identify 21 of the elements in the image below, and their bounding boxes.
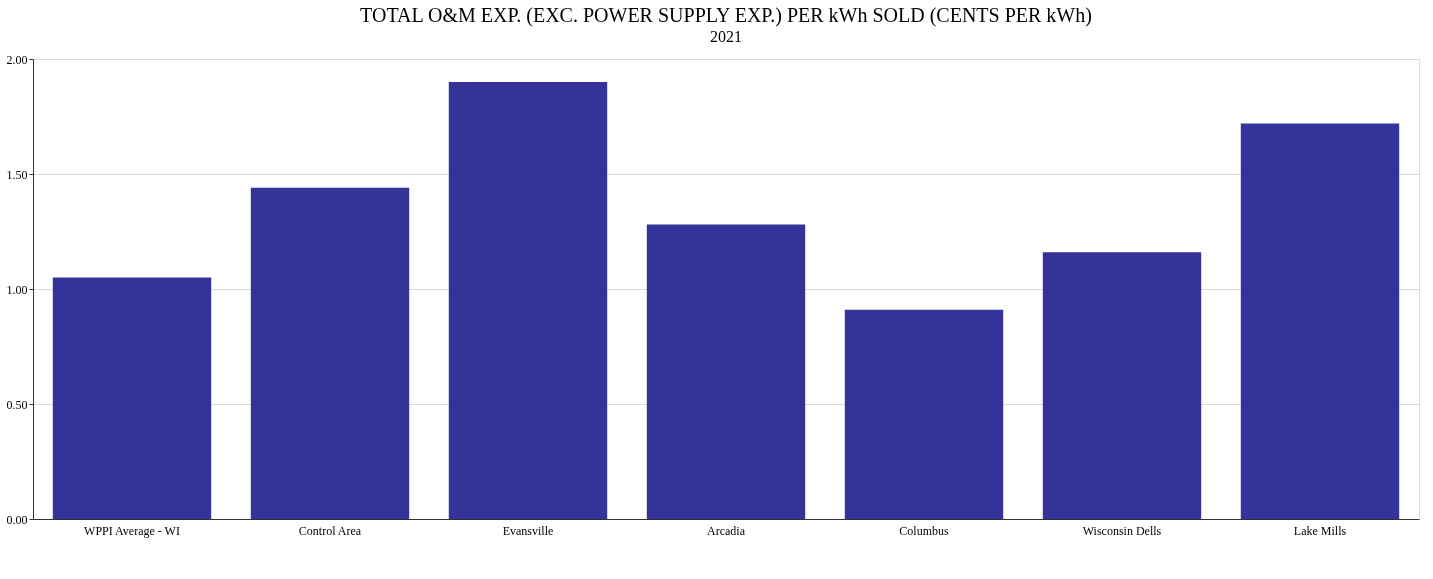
- bar: [52, 277, 212, 519]
- bar: [448, 82, 608, 519]
- x-tick-label: Columbus: [899, 523, 949, 538]
- y-tick-label: 0.50: [6, 397, 28, 412]
- x-tick-label: WPPI Average - WI: [84, 523, 180, 538]
- chart-subtitle: 2021: [710, 28, 742, 45]
- y-tick-label: 2.00: [6, 52, 28, 67]
- bar: [844, 309, 1004, 519]
- chart-title: TOTAL O&M EXP. (EXC. POWER SUPPLY EXP.) PER kWh SOLD (CENTS PER kWh): [360, 4, 1092, 27]
- bar: [1240, 123, 1400, 519]
- x-tick-label: Wisconsin Dells: [1082, 523, 1162, 538]
- y-tick-label: 1.50: [6, 167, 28, 182]
- x-tick-label: Control Area: [298, 523, 362, 538]
- bar: [250, 187, 410, 519]
- x-tick-label: Arcadia: [707, 523, 746, 538]
- y-tick-label: 1.00: [6, 282, 28, 297]
- y-tick-label: 0.00: [6, 512, 28, 527]
- x-tick-label: Lake Mills: [1293, 523, 1347, 538]
- x-tick-label: Evansville: [502, 523, 554, 538]
- bar: [1042, 252, 1202, 519]
- bar: [646, 224, 806, 519]
